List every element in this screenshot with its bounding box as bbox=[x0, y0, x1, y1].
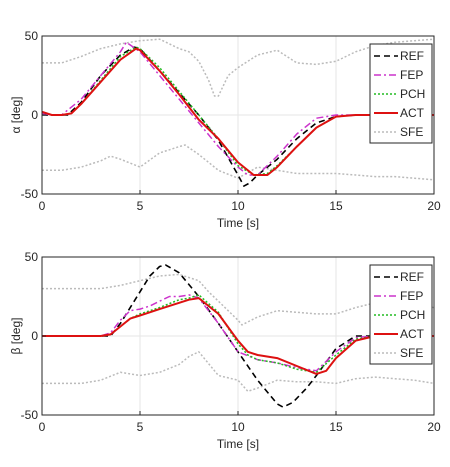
x-tick-label: 0 bbox=[39, 420, 46, 434]
series-line-fep bbox=[42, 41, 434, 176]
x-tick-label: 5 bbox=[137, 420, 144, 434]
legend: REF FEP PCH ACT SFE bbox=[369, 43, 433, 144]
x-tick-label: 10 bbox=[231, 420, 245, 434]
x-tick-label: 10 bbox=[231, 199, 245, 213]
x-axis-label: Time [s] bbox=[217, 216, 259, 230]
series-line-sfe bbox=[42, 273, 434, 326]
series-group bbox=[42, 264, 434, 408]
series-line-sfe bbox=[42, 38, 434, 97]
y-axis-label: α [deg] bbox=[9, 97, 23, 134]
y-tick-label: 50 bbox=[25, 250, 39, 264]
series-line-act bbox=[42, 297, 434, 375]
y-tick-label: 50 bbox=[25, 29, 39, 43]
legend-label-ref: REF bbox=[400, 270, 424, 284]
y-tick-label: -50 bbox=[21, 408, 39, 422]
y-tick-label: -50 bbox=[21, 187, 39, 201]
x-axis-label: Time [s] bbox=[217, 437, 259, 451]
legend-label-ref: REF bbox=[400, 49, 424, 63]
legend-label-sfe: SFE bbox=[400, 125, 423, 139]
x-tick-label: 0 bbox=[39, 199, 46, 213]
legend-label-sfe: SFE bbox=[400, 346, 423, 360]
x-tick-label: 5 bbox=[137, 199, 144, 213]
legend-label-act: ACT bbox=[400, 327, 425, 341]
legend-box bbox=[369, 264, 433, 365]
legend-box bbox=[369, 43, 433, 144]
x-tick-label: 20 bbox=[427, 420, 441, 434]
y-axis-label: β [deg] bbox=[9, 318, 23, 355]
series-line-act bbox=[42, 47, 434, 176]
legend: REF FEP PCH ACT SFE bbox=[369, 264, 433, 365]
series-group bbox=[42, 38, 434, 187]
x-tick-label: 20 bbox=[427, 199, 441, 213]
legend-label-pch: PCH bbox=[400, 308, 425, 322]
x-tick-label: 15 bbox=[329, 420, 343, 434]
legend-label-pch: PCH bbox=[400, 87, 425, 101]
x-tick-label: 15 bbox=[329, 199, 343, 213]
y-tick-label: 0 bbox=[31, 108, 38, 122]
series-line-sfe-lower bbox=[42, 144, 434, 181]
legend-label-fep: FEP bbox=[400, 68, 423, 82]
series-line-sfe-lower bbox=[42, 351, 434, 393]
legend-label-act: ACT bbox=[400, 106, 425, 120]
legend-label-fep: FEP bbox=[400, 289, 423, 303]
y-tick-label: 0 bbox=[31, 329, 38, 343]
